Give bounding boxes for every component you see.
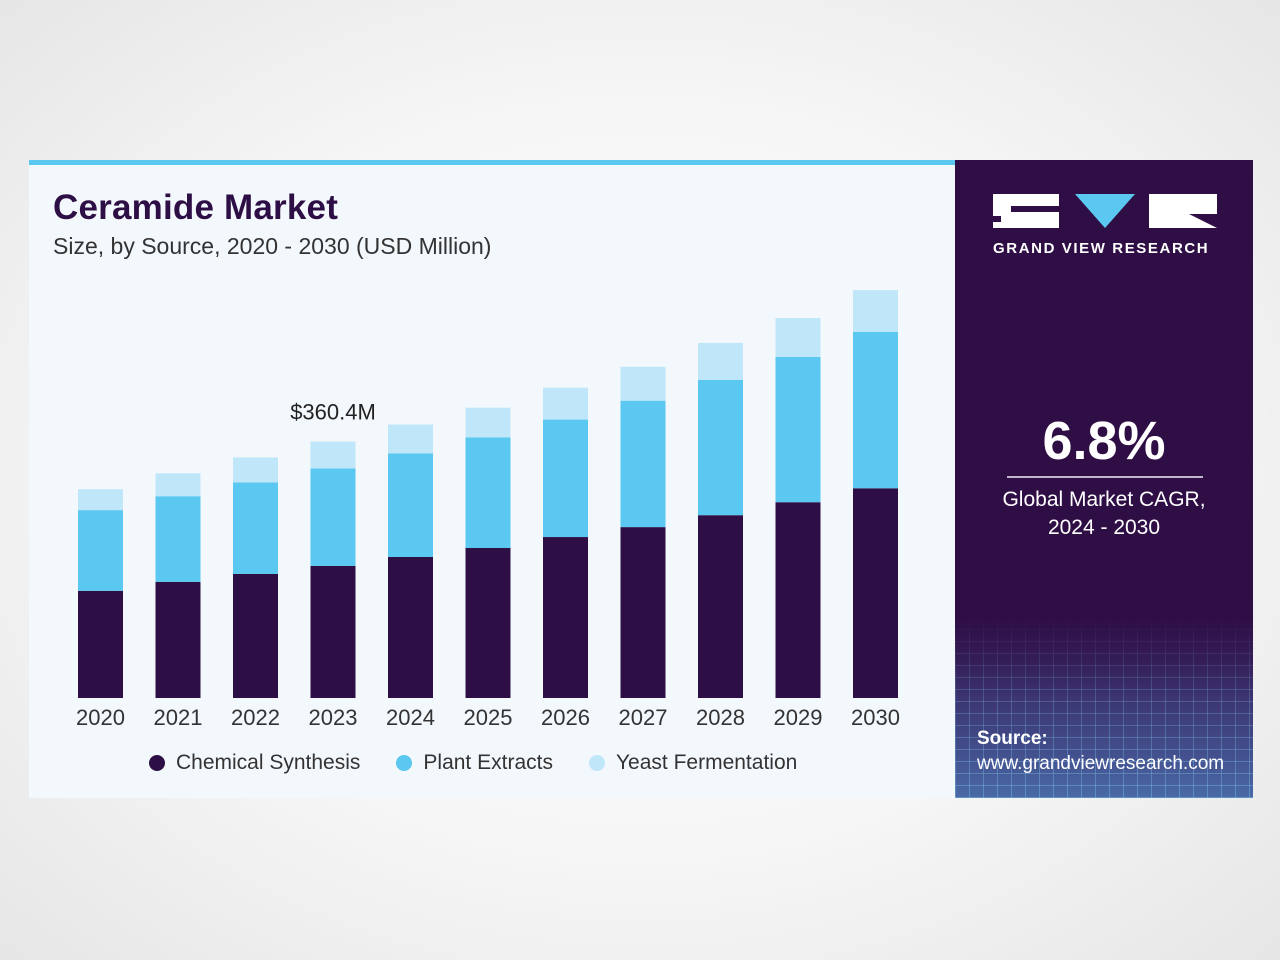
cagr-divider — [1007, 476, 1203, 478]
x-tick-label-2028: 2028 — [696, 705, 745, 730]
grid-pattern-decoration — [955, 618, 1253, 798]
data-label-2023: $360.4M — [290, 400, 376, 425]
legend-swatch-yeast-fermentation — [588, 755, 605, 771]
bar-yeast-fermentation-2027 — [620, 366, 666, 401]
bar-chemical-synthesis-2026 — [543, 537, 588, 698]
bar-chemical-synthesis-2023 — [310, 565, 356, 698]
legend-label-yeast-fermentation: Yeast Fermentation — [615, 751, 798, 774]
bar-yeast-fermentation-2030 — [853, 290, 898, 332]
legend-item-plant-extracts: Plant Extracts — [396, 751, 553, 775]
bar-yeast-fermentation-2020 — [78, 489, 123, 511]
x-tick-label-2024: 2024 — [386, 705, 435, 730]
legend-swatch-chemical-synthesis — [149, 755, 165, 771]
logo-text: GRAND VIEW RESEARCH — [993, 240, 1210, 257]
bar-plant-extracts-2030 — [853, 331, 898, 489]
cagr-label: Global Market CAGR, 2024 - 2030 — [955, 486, 1253, 542]
bar-chemical-synthesis-2021 — [155, 581, 201, 698]
bar-yeast-fermentation-2021 — [155, 473, 201, 497]
x-tick-label-2023: 2023 — [309, 705, 358, 730]
sidebar-panel: GRAND VIEW RESEARCH 6.8% Global Market C… — [955, 160, 1253, 798]
bar-plant-extracts-2027 — [620, 400, 666, 528]
bar-chemical-synthesis-2024 — [388, 556, 433, 698]
cagr-label-line2: 2024 - 2030 — [1047, 516, 1161, 539]
bar-yeast-fermentation-2029 — [775, 318, 821, 357]
x-tick-label-2020: 2020 — [76, 705, 125, 730]
bar-yeast-fermentation-2025 — [465, 407, 511, 438]
source-label: Source: — [977, 728, 1048, 749]
bar-yeast-fermentation-2024 — [388, 424, 433, 454]
bar-plant-extracts-2029 — [775, 356, 821, 503]
x-tick-label-2030: 2030 — [851, 705, 900, 730]
cagr-label-line1: Global Market CAGR, — [1002, 488, 1206, 511]
bar-plant-extracts-2024 — [388, 453, 433, 557]
x-tick-label-2025: 2025 — [464, 705, 513, 730]
cagr-value: 6.8% — [1042, 411, 1166, 471]
chart-subtitle: Size, by Source, 2020 - 2030 (USD Millio… — [53, 233, 492, 259]
x-tick-label-2029: 2029 — [774, 705, 823, 730]
bar-chemical-synthesis-2027 — [620, 527, 666, 698]
bar-plant-extracts-2020 — [78, 510, 123, 591]
bar-plant-extracts-2025 — [465, 437, 511, 549]
x-tick-label-2027: 2027 — [619, 705, 668, 730]
gvr-logo-icon — [993, 194, 1217, 228]
bar-yeast-fermentation-2026 — [543, 387, 588, 420]
legend-item-chemical-synthesis: Chemical Synthesis — [149, 751, 360, 775]
accent-rule — [29, 160, 955, 165]
bar-plant-extracts-2028 — [698, 379, 743, 516]
chart-title: Ceramide Market — [53, 188, 339, 227]
x-tick-label-2026: 2026 — [541, 705, 590, 730]
bar-chemical-synthesis-2025 — [465, 548, 511, 698]
bar-plant-extracts-2023 — [310, 468, 356, 566]
legend-swatch-plant-extracts — [396, 755, 413, 771]
bar-chemical-synthesis-2020 — [78, 590, 123, 698]
chart-card: Ceramide Market Size, by Source, 2020 - … — [29, 160, 1253, 798]
bar-chemical-synthesis-2029 — [775, 502, 821, 698]
legend-label-plant-extracts: Plant Extracts — [423, 751, 553, 774]
legend-label-chemical-synthesis: Chemical Synthesis — [176, 751, 361, 774]
x-tick-label-2022: 2022 — [231, 705, 280, 730]
x-tick-label-2021: 2021 — [154, 705, 203, 730]
bar-plant-extracts-2022 — [233, 482, 278, 574]
legend-item-yeast-fermentation: Yeast Fermentation — [588, 751, 798, 775]
chart-legend: Chemical Synthesis Plant Extracts Yeast … — [149, 748, 797, 778]
bar-yeast-fermentation-2023 — [310, 441, 356, 469]
source-url: www.grandviewresearch.com — [977, 753, 1225, 774]
bar-yeast-fermentation-2022 — [233, 457, 278, 483]
bar-plant-extracts-2021 — [155, 496, 201, 582]
bar-chemical-synthesis-2030 — [853, 488, 898, 698]
bar-chemical-synthesis-2028 — [698, 515, 743, 698]
bar-plant-extracts-2026 — [543, 419, 588, 538]
bar-chemical-synthesis-2022 — [233, 573, 278, 698]
bar-yeast-fermentation-2028 — [698, 342, 743, 380]
stacked-bar-chart: 2020 2021 2022 2023 2024 2025 2026 2027 2028 2029… — [76, 290, 900, 730]
